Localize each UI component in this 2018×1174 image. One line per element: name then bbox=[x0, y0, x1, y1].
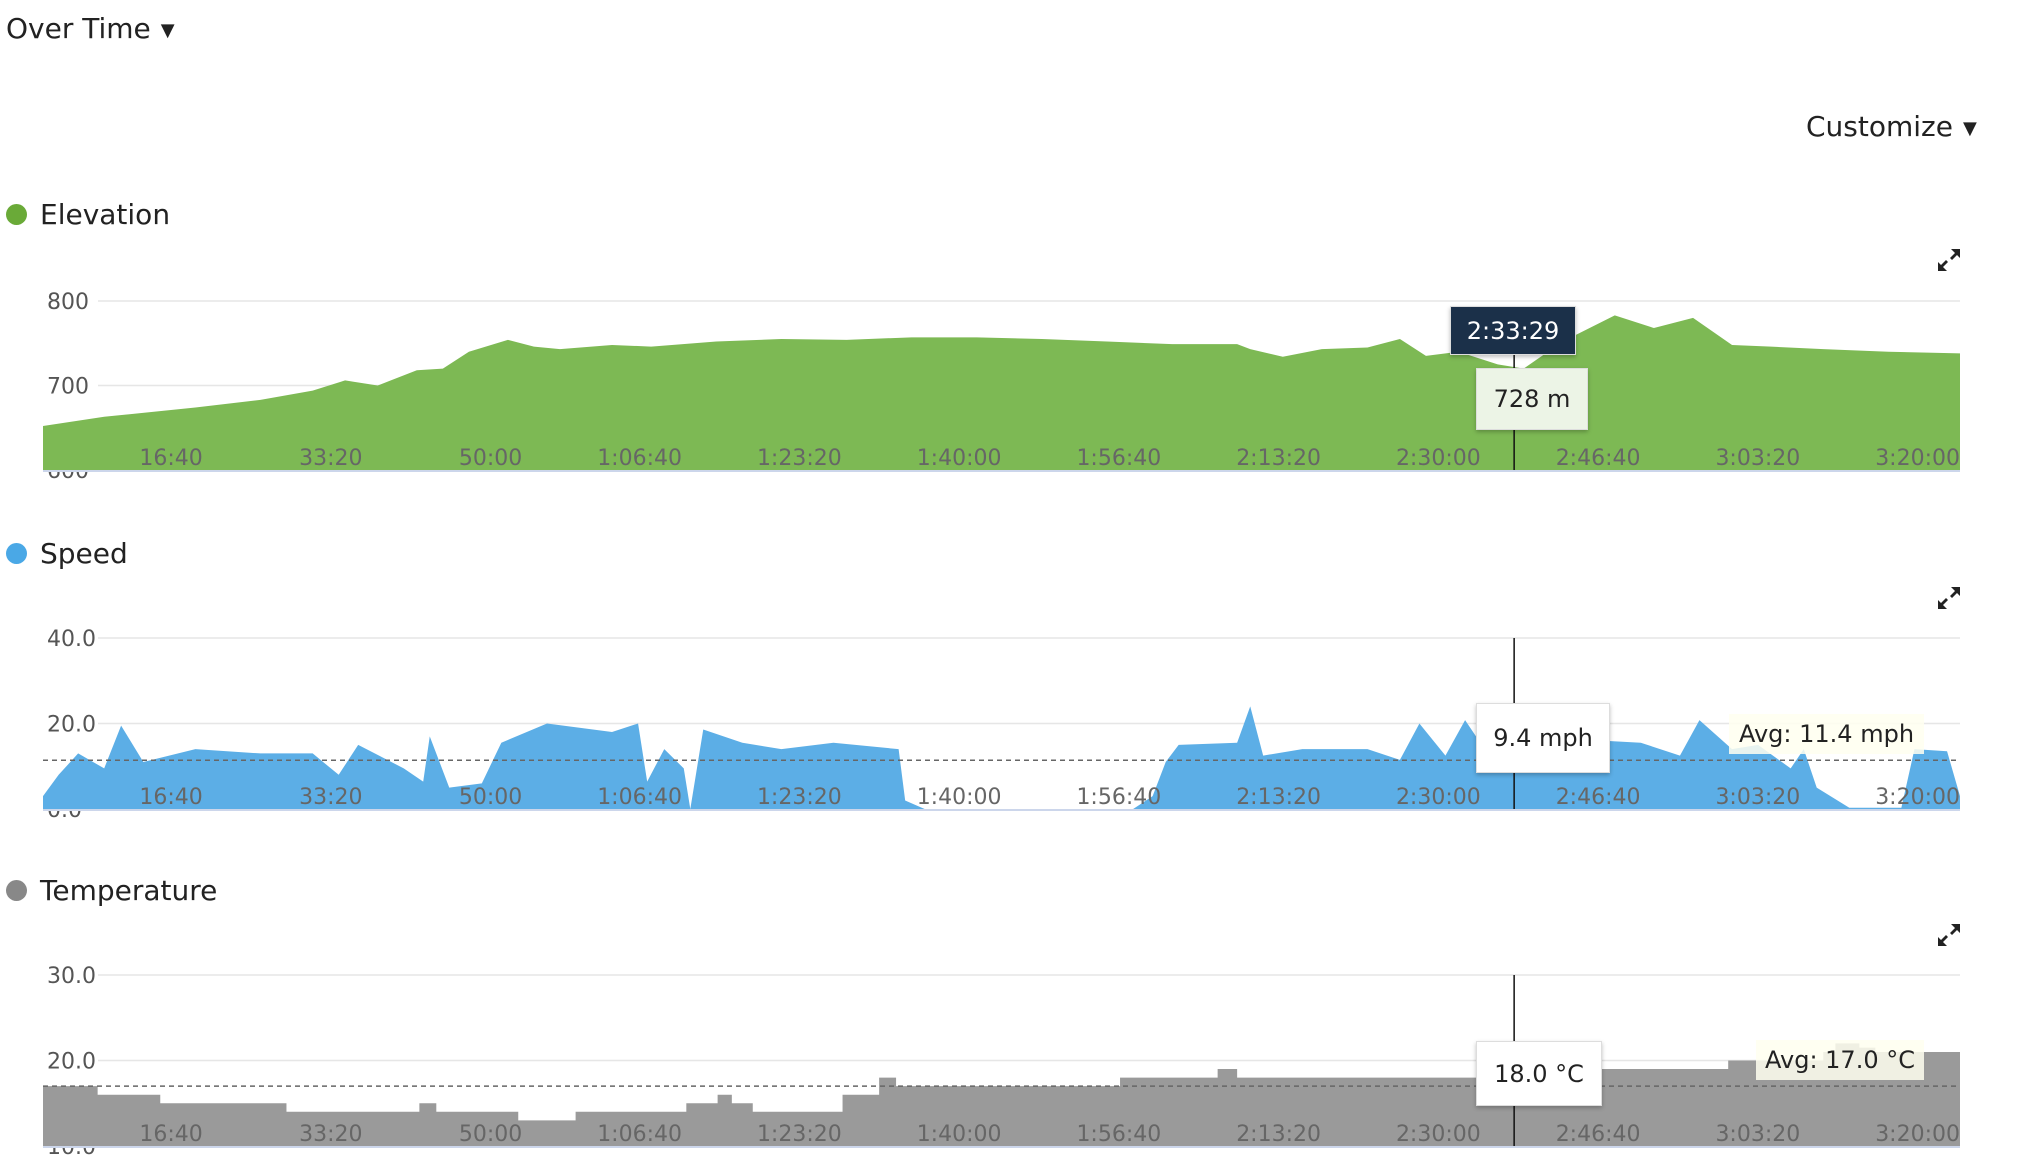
x-tick-label: 1:40:00 bbox=[917, 446, 1002, 471]
y-tick-label: 800 bbox=[47, 290, 89, 315]
x-tick-label: 3:03:20 bbox=[1715, 446, 1800, 471]
legend-label: Elevation bbox=[40, 198, 171, 231]
expand-elevation-icon[interactable] bbox=[1935, 246, 1963, 274]
x-tick-label: 1:56:40 bbox=[1076, 1122, 1161, 1147]
x-tick-label: 50:00 bbox=[459, 785, 522, 810]
x-tick-label: 2:46:40 bbox=[1556, 446, 1641, 471]
over-time-dropdown[interactable]: Over Time ▼ bbox=[6, 12, 175, 45]
x-tick-label: 2:13:20 bbox=[1236, 785, 1321, 810]
customize-dropdown[interactable]: Customize ▼ bbox=[1806, 110, 1977, 143]
expand-speed-icon[interactable] bbox=[1935, 584, 1963, 612]
x-tick-label: 33:20 bbox=[299, 446, 362, 471]
legend-dot-icon bbox=[6, 880, 27, 901]
x-tick-label: 1:06:40 bbox=[597, 446, 682, 471]
x-tick-label: 50:00 bbox=[459, 1122, 522, 1147]
x-tick-label: 16:40 bbox=[139, 446, 202, 471]
expand-temperature-icon[interactable] bbox=[1935, 921, 1963, 949]
x-tick-label: 33:20 bbox=[299, 785, 362, 810]
x-tick-label: 3:03:20 bbox=[1715, 785, 1800, 810]
x-tick-label: 2:46:40 bbox=[1556, 785, 1641, 810]
y-tick-label: 30.0 bbox=[47, 964, 96, 989]
legend-label: Temperature bbox=[40, 874, 218, 907]
x-tick-label: 1:56:40 bbox=[1076, 785, 1161, 810]
caret-down-icon: ▼ bbox=[1962, 117, 1977, 139]
y-tick-label: 20.0 bbox=[47, 1050, 96, 1075]
x-tick-label: 16:40 bbox=[139, 1122, 202, 1147]
speed-tooltip: 9.4 mph bbox=[1476, 703, 1610, 773]
legend-dot-icon bbox=[6, 204, 27, 225]
temperature-tooltip: 18.0 °C bbox=[1476, 1041, 1602, 1106]
x-tick-label: 3:20:00 bbox=[1875, 785, 1960, 810]
legend-dot-icon bbox=[6, 543, 27, 564]
x-tick-label: 1:23:20 bbox=[757, 446, 842, 471]
x-tick-label: 1:23:20 bbox=[757, 1122, 842, 1147]
x-tick-label: 3:03:20 bbox=[1715, 1122, 1800, 1147]
x-tick-label: 16:40 bbox=[139, 785, 202, 810]
x-tick-label: 1:40:00 bbox=[917, 1122, 1002, 1147]
x-tick-label: 50:00 bbox=[459, 446, 522, 471]
x-tick-label: 2:30:00 bbox=[1396, 785, 1481, 810]
series-area-elevation bbox=[43, 315, 1960, 470]
legend-speed[interactable]: Speed bbox=[6, 537, 128, 570]
temperature-average-label: Avg: 17.0 °C bbox=[1756, 1040, 1924, 1080]
over-time-label: Over Time bbox=[6, 12, 151, 45]
legend-label: Speed bbox=[40, 537, 128, 570]
x-tick-label: 1:06:40 bbox=[597, 785, 682, 810]
elevation-tooltip: 728 m bbox=[1476, 368, 1588, 430]
x-tick-label: 2:46:40 bbox=[1556, 1122, 1641, 1147]
x-tick-label: 3:20:00 bbox=[1875, 446, 1960, 471]
x-tick-label: 2:30:00 bbox=[1396, 1122, 1481, 1147]
x-tick-label: 2:30:00 bbox=[1396, 446, 1481, 471]
x-tick-label: 3:20:00 bbox=[1875, 1122, 1960, 1147]
y-tick-label: 40.0 bbox=[47, 627, 96, 652]
series-area-temperature bbox=[43, 1043, 1960, 1146]
x-tick-label: 2:13:20 bbox=[1236, 446, 1321, 471]
series-area-speed bbox=[43, 706, 1960, 809]
x-tick-label: 1:23:20 bbox=[757, 785, 842, 810]
x-tick-label: 33:20 bbox=[299, 1122, 362, 1147]
speed-average-label: Avg: 11.4 mph bbox=[1729, 714, 1924, 754]
x-tick-label: 1:56:40 bbox=[1076, 446, 1161, 471]
legend-temperature[interactable]: Temperature bbox=[6, 874, 217, 907]
x-tick-label: 2:13:20 bbox=[1236, 1122, 1321, 1147]
legend-elevation[interactable]: Elevation bbox=[6, 198, 170, 231]
caret-down-icon: ▼ bbox=[160, 19, 175, 41]
customize-label: Customize bbox=[1806, 110, 1953, 143]
x-tick-label: 1:06:40 bbox=[597, 1122, 682, 1147]
y-tick-label: 20.0 bbox=[47, 713, 96, 738]
y-tick-label: 700 bbox=[47, 375, 89, 400]
x-tick-label: 1:40:00 bbox=[917, 785, 1002, 810]
crosshair-time-tooltip: 2:33:29 bbox=[1450, 306, 1576, 355]
